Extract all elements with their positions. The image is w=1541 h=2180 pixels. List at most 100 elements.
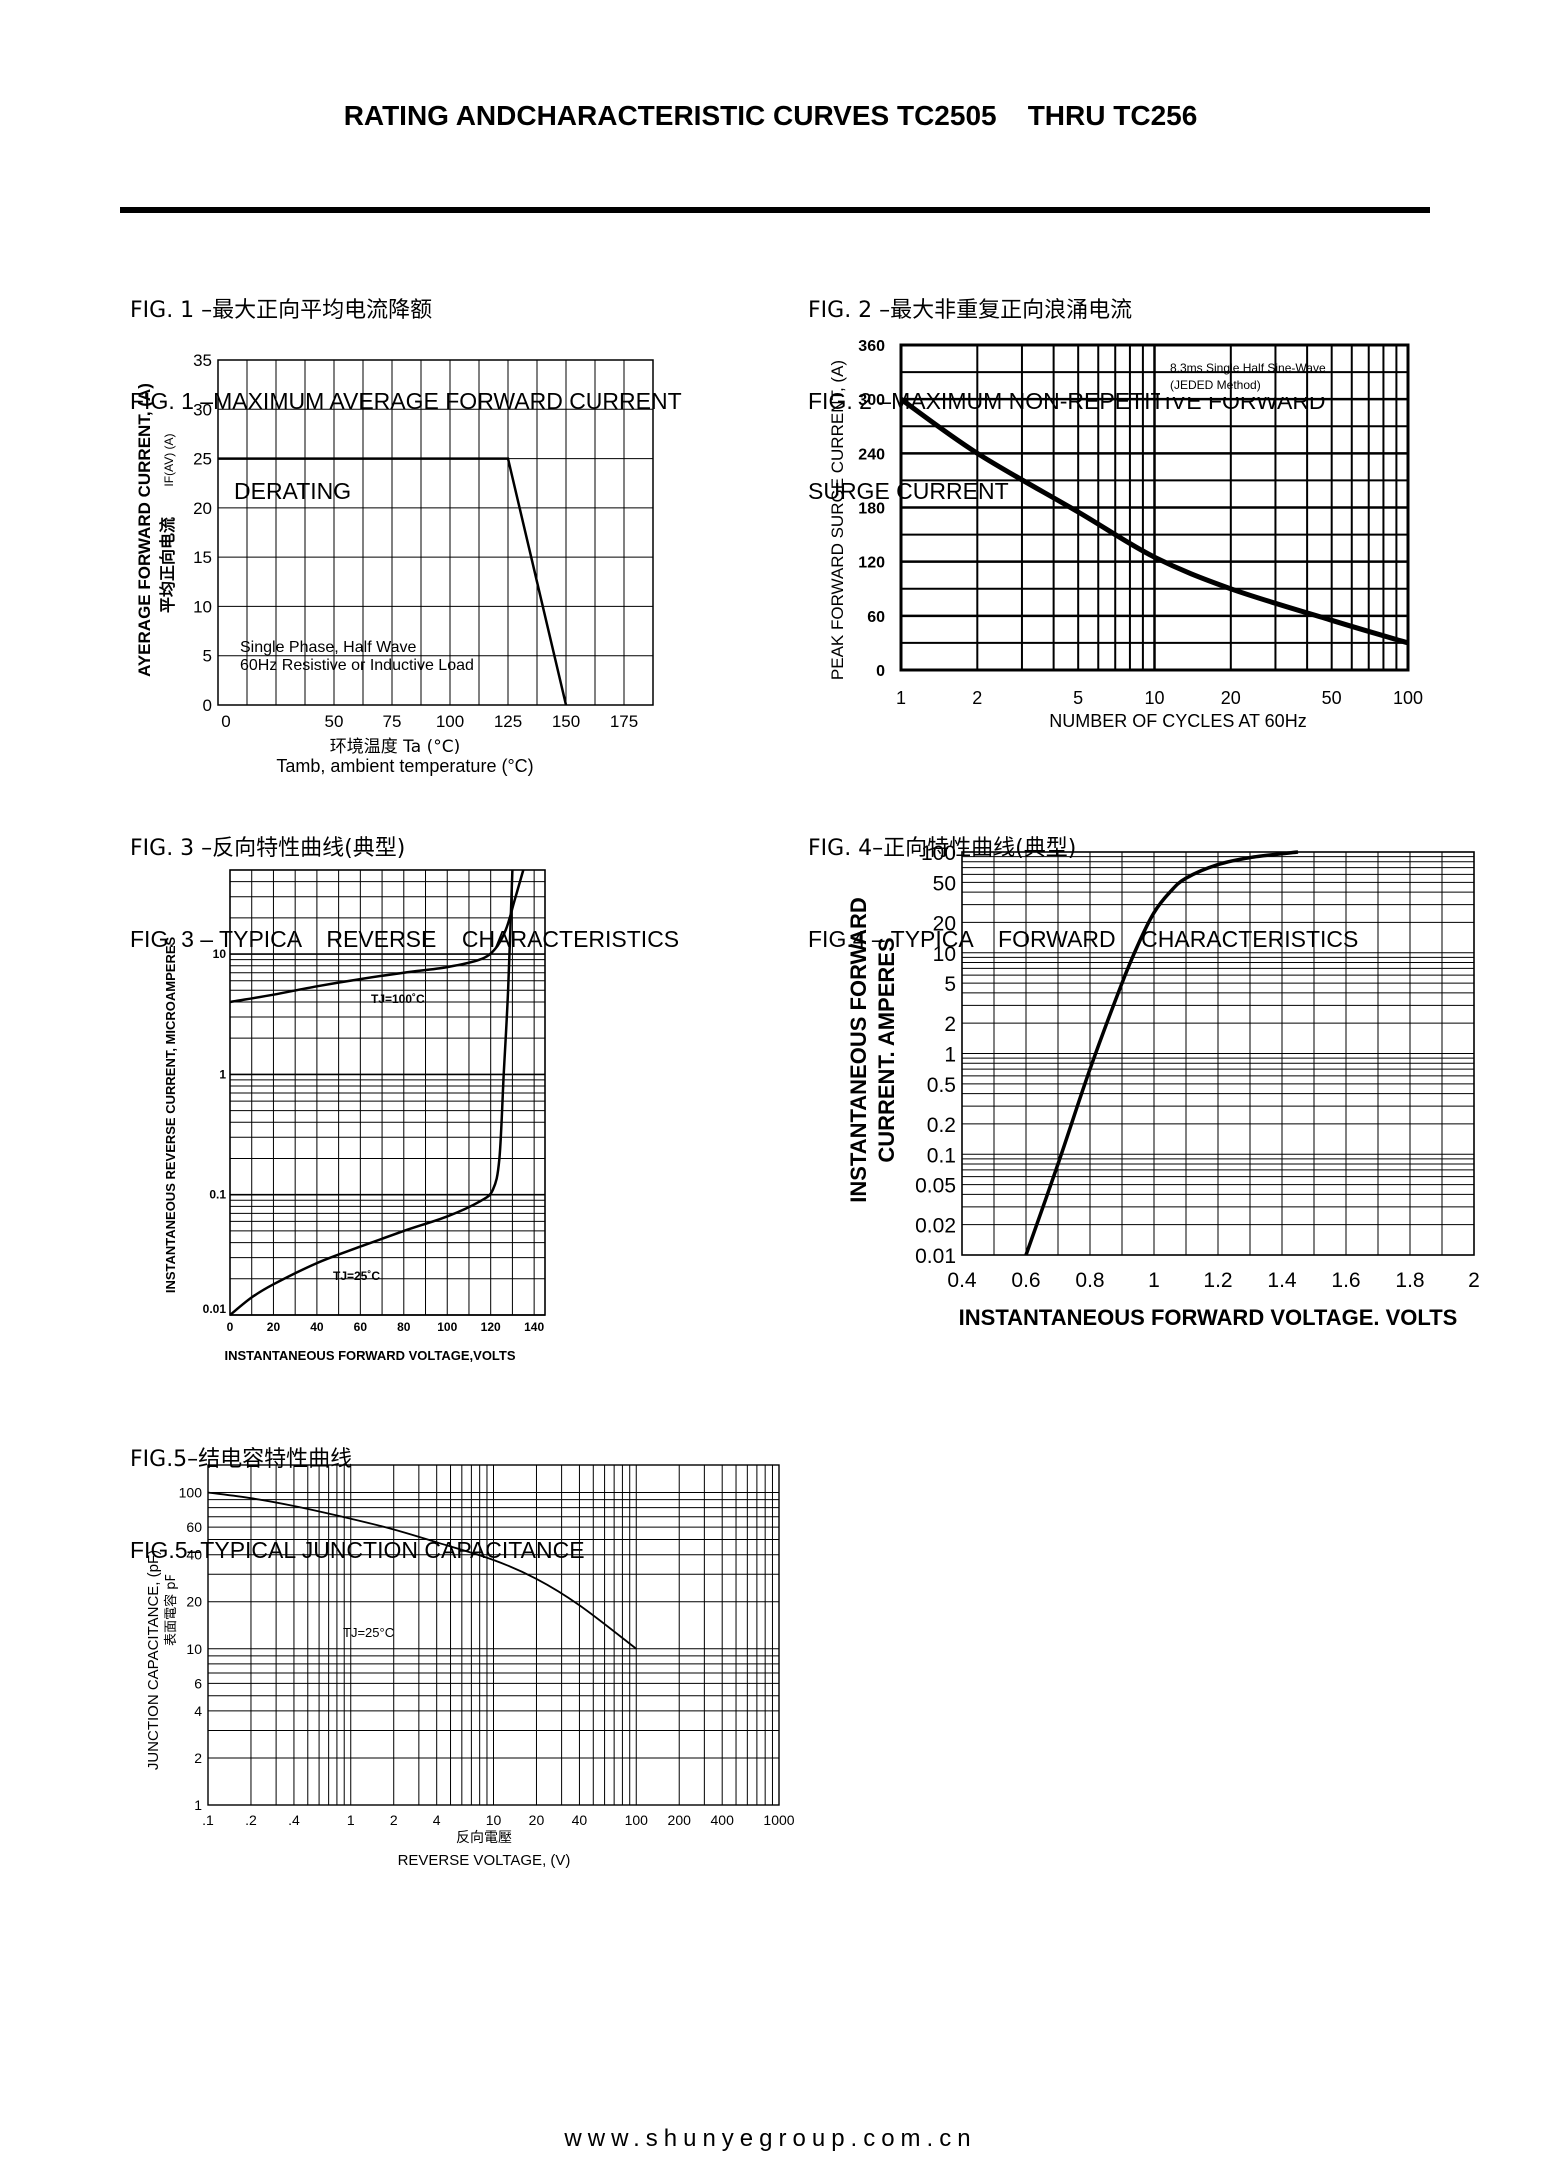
- fig4-tick-label-y: 20: [933, 912, 956, 935]
- page-title: RATING ANDCHARACTERISTIC CURVES TC2505 T…: [343, 100, 1198, 131]
- fig5-ylabel: JUNCTION CAPACITANCE, (pF): [145, 1550, 162, 1770]
- fig4-tick-label-x: 1.2: [1203, 1269, 1232, 1292]
- fig3-tick-label-x: 40: [310, 1320, 324, 1334]
- fig5-tick-label-y: 40: [186, 1547, 202, 1563]
- fig4-tick-label-y: 1: [944, 1044, 956, 1067]
- fig2-ylabel: PEAK FORWARD SURGE CURRENT, (A): [828, 360, 847, 680]
- fig4-xlabel: INSTANTANEOUS FORWARD VOLTAGE. VOLTS: [959, 1305, 1458, 1330]
- fig1-tick-label-y: 5: [203, 647, 212, 666]
- fig5-tick-label-x: 1: [347, 1812, 355, 1828]
- fig3-tick-label-y: 10: [213, 947, 227, 961]
- fig4-tick-label-y: 0.5: [927, 1074, 956, 1097]
- fig1-tick-label-x: 125: [494, 712, 522, 731]
- fig2-plot-frame: [899, 343, 1410, 672]
- fig4-caption-cn: FIG. 4–正向特性曲线(典型): [808, 836, 1077, 861]
- fig5-caption-en: FIG.5–TYPICAL JUNCTION CAPACITANCE: [130, 1537, 585, 1563]
- fig1-tick-label-x: 0: [221, 712, 230, 731]
- fig4-tick-label-y: 0.05: [915, 1175, 956, 1198]
- fig2-tick-label-y: 120: [858, 555, 885, 572]
- fig4-tick-label-y: 0.02: [915, 1215, 956, 1238]
- fig4-ylabel-2: CURRENT. AMPERES: [874, 937, 899, 1162]
- fig1-caption-cn: FIG. 1 –最大正向平均电流降额: [130, 298, 433, 323]
- fig4-tick-label-x: 1.8: [1395, 1269, 1424, 1292]
- fig2-tick-label-x: 1: [896, 688, 906, 708]
- fig1-tick-label-y: 25: [193, 450, 212, 469]
- fig4-tick-label-y: 100: [921, 842, 956, 865]
- fig1-tick-label-x: 75: [383, 712, 402, 731]
- fig2-tick-label-x: 5: [1073, 688, 1083, 708]
- fig1-tick-label-y: 10: [193, 597, 212, 616]
- fig3-ylabel: INSTANTANEOUS REVERSE CURRENT, MICROAMPE…: [163, 937, 178, 1294]
- fig4-tick-label-x: 0.4: [947, 1269, 977, 1292]
- fig5-tick-label-y: 4: [194, 1703, 202, 1719]
- fig3-tick-label-y: 1: [219, 1067, 226, 1081]
- fig3-tick-label-x: 0: [227, 1320, 234, 1334]
- fig3-tick-label-x: 20: [267, 1320, 281, 1334]
- fig4-series-line-0: [1024, 850, 1299, 1256]
- fig2-annotation-2: (JEDED Method): [1170, 378, 1261, 392]
- fig2-tick-label-y: 0: [876, 663, 885, 680]
- fig1-tick-label-y: 0: [203, 696, 212, 715]
- fig2-tick-label-y: 60: [867, 609, 885, 626]
- fig3-xlabel: INSTANTANEOUS FORWARD VOLTAGE,VOLTS: [224, 1348, 515, 1363]
- fig1-tick-label-x: 150: [552, 712, 580, 731]
- fig5-tick-label-x: 100: [625, 1812, 649, 1828]
- fig3-caption-en: FIG. 3 – TYPICA REVERSE CHARACTERISTICS: [130, 926, 680, 952]
- fig4-tick-label-x: 1.6: [1331, 1269, 1360, 1292]
- fig1-caption: FIG. 1 –最大正向平均电流降额 FIG. 1 –MAXIMUM AVERA…: [130, 236, 682, 536]
- footer-url: www.shunyegroup.com.cn: [564, 2125, 977, 2152]
- fig3-tick-label-x: 120: [481, 1320, 501, 1334]
- fig1-tick-label-x: 175: [610, 712, 638, 731]
- fig4-caption-en: FIG.4 – TYPICA FORWARD CHARACTERISTICS: [808, 926, 1359, 952]
- fig4-tick-label-y: 2: [944, 1013, 956, 1036]
- fig2-series-line-0: [899, 397, 1409, 646]
- fig5-tick-label-y: 10: [186, 1641, 202, 1657]
- fig3-tick-label-x: 60: [354, 1320, 368, 1334]
- fig2-xlabel: NUMBER OF CYCLES AT 60Hz: [1049, 711, 1306, 731]
- fig2-caption-cn: FIG. 2 –最大非重复正向浪涌电流: [808, 298, 1133, 323]
- fig5-tick-label-x: 1000: [763, 1812, 794, 1828]
- header-rule: [120, 207, 1430, 213]
- fig5-plot-frame: [207, 1464, 780, 1806]
- fig4-tick-label-x: 1: [1148, 1269, 1160, 1292]
- fig4-tick-label-x: 1.4: [1267, 1269, 1297, 1292]
- fig1-xlabel: Tamb, ambient temperature (°C): [276, 756, 533, 776]
- fig3-tick-label-y: 0.01: [203, 1302, 227, 1316]
- fig1-tick-label-y: 35: [193, 351, 212, 370]
- fig1-annotation-2: 60Hz Resistive or Inductive Load: [240, 657, 474, 674]
- fig4-tick-label-y: 0.01: [915, 1245, 956, 1268]
- fig1-caption-en2: DERATING: [234, 478, 352, 504]
- fig5-tick-label-y: 6: [194, 1675, 202, 1691]
- fig5-ylabel-cn: 表面電容 pF: [163, 1574, 179, 1646]
- fig5-tick-label-x: 400: [711, 1812, 735, 1828]
- fig1-ylabel-cn: 平均正向电流: [158, 517, 177, 613]
- fig5-tick-label-x: 40: [572, 1812, 588, 1828]
- fig5-tick-label-x: .1: [202, 1812, 214, 1828]
- fig2-tick-label-x: 50: [1322, 688, 1342, 708]
- fig2-tick-label-x: 20: [1221, 688, 1241, 708]
- fig3-caption: FIG. 3 –反向特性曲线(典型) FIG. 3 – TYPICA REVER…: [130, 774, 679, 984]
- fig1-tick-label-y: 20: [193, 499, 212, 518]
- fig4-caption: FIG. 4–正向特性曲线(典型) FIG.4 – TYPICA FORWARD…: [808, 774, 1358, 984]
- fig5-caption: FIG.5–结电容特性曲线 FIG.5–TYPICAL JUNCTION CAP…: [130, 1385, 585, 1595]
- fig4-ylabel-1: INSTANTANEOUS FORWARD: [846, 897, 871, 1203]
- fig1-tick-label-x: 50: [325, 712, 344, 731]
- fig2-tick-label-y: 240: [858, 446, 885, 463]
- fig2-tick-label-y: 180: [858, 501, 885, 518]
- fig5-tick-label-y: 60: [186, 1519, 202, 1535]
- fig3-tick-label-y: 0.1: [209, 1188, 226, 1202]
- fig5-tick-label-y: 20: [186, 1594, 202, 1610]
- fig5-tick-label-x: 2: [390, 1812, 398, 1828]
- fig3-tick-label-x: 140: [524, 1320, 544, 1334]
- fig4-tick-label-x: 0.6: [1011, 1269, 1040, 1292]
- fig4-tick-label-x: 2: [1468, 1269, 1480, 1292]
- fig4-tick-label-y: 5: [944, 973, 956, 996]
- fig4-tick-label-y: 0.2: [927, 1114, 956, 1137]
- fig1-plot-frame: [217, 359, 654, 706]
- fig1-series-line-0: [218, 457, 568, 706]
- fig1-tick-label-y: 30: [193, 400, 212, 419]
- fig3-tick-label-x: 80: [397, 1320, 411, 1334]
- fig5-tick-label-x: 200: [668, 1812, 692, 1828]
- fig3-series-line-1: [229, 869, 514, 1316]
- fig3-caption-cn: FIG. 3 –反向特性曲线(典型): [130, 836, 406, 861]
